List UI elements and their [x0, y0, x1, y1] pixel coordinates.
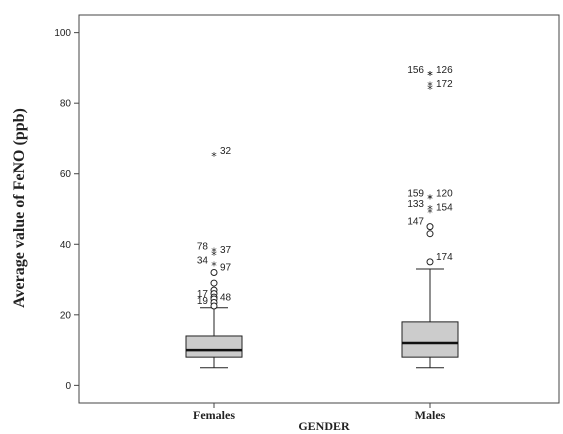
outlier-label: 147	[407, 217, 424, 228]
outlier-label: 120	[436, 188, 453, 199]
outlier-star: *	[427, 69, 433, 82]
y-axis-title: Average value of FeNO (ppb)	[11, 108, 28, 308]
x-tick-label: Males	[415, 408, 446, 422]
outlier-star: *	[427, 192, 433, 205]
outlier-star: *	[427, 192, 433, 205]
y-tick-label: 100	[54, 28, 71, 39]
x-axis: Females Males	[193, 403, 446, 422]
outlier-label: 19	[197, 296, 209, 307]
iqr-box	[185, 335, 243, 358]
outlier-circle	[426, 258, 434, 266]
outlier-star: *	[427, 83, 433, 96]
outlier-label: 97	[220, 262, 232, 273]
outlier-label: 34	[197, 255, 209, 266]
outlier-label: 48	[220, 292, 232, 303]
outlier-label: 32	[220, 146, 232, 157]
outlier-star: *	[427, 203, 433, 216]
outlier-star: *	[427, 80, 433, 93]
outlier-label: 37	[220, 245, 232, 256]
outlier-label: 159	[407, 188, 424, 199]
outlier-circle	[210, 302, 218, 310]
y-axis: 0 20 40 60 80 100	[54, 28, 79, 392]
y-tick-label: 20	[60, 310, 72, 321]
outlier-star: *	[427, 69, 433, 82]
y-tick-label: 40	[60, 240, 72, 251]
outlier-label: 78	[197, 241, 209, 252]
outlier-circle	[426, 223, 434, 231]
outlier-label: 154	[436, 203, 453, 214]
y-tick-label: 60	[60, 169, 72, 180]
outlier-label: 174	[436, 252, 453, 263]
outlier-label: 126	[436, 65, 453, 76]
outlier-star: *	[211, 249, 217, 262]
outlier-star: *	[211, 259, 217, 272]
outlier-circle	[210, 268, 218, 276]
y-tick-label: 80	[60, 99, 72, 110]
x-axis-title: GENDER	[298, 419, 350, 433]
outlier-star: *	[211, 150, 217, 163]
outlier-circle	[426, 230, 434, 238]
plot-frame	[78, 14, 560, 404]
outlier-star: *	[211, 245, 217, 258]
outlier-label: 156	[407, 65, 424, 76]
outlier-circle	[210, 279, 218, 287]
outlier-star: *	[427, 207, 433, 220]
iqr-box	[401, 321, 459, 358]
x-tick-label: Females	[193, 408, 235, 422]
y-tick-label: 0	[65, 381, 71, 392]
outlier-label: 133	[407, 199, 424, 210]
outlier-label: 17	[197, 289, 209, 300]
outlier-label: 172	[436, 79, 453, 90]
